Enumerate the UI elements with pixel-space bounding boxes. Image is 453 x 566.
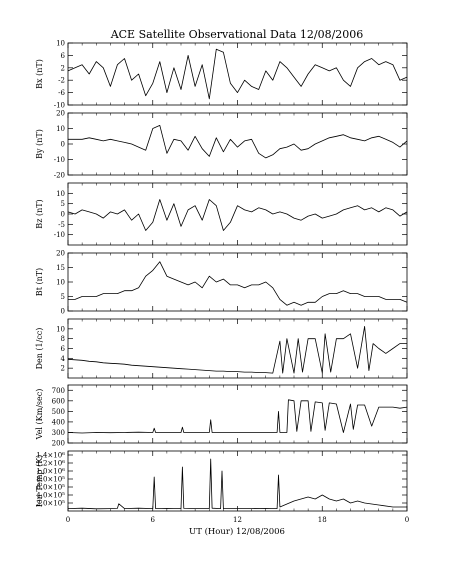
x-tick-label: 0 xyxy=(66,516,70,524)
y-tick-label: 0 xyxy=(61,211,65,219)
y-tick-label: 500 xyxy=(52,408,65,416)
panel-2: -20 -10 0 10 20 By (nT) xyxy=(35,110,408,180)
x-tick-label: 18 xyxy=(318,516,327,524)
series-line xyxy=(67,458,407,510)
y-tick-label: 700 xyxy=(52,387,65,395)
y-tick-label: 5 xyxy=(61,200,65,208)
y-tick-label: 2.0×10⁵ xyxy=(36,500,65,508)
y-tick-label: 400 xyxy=(52,418,65,426)
y-tick-label: 6.0×10⁵ xyxy=(36,484,65,492)
panel-frame xyxy=(67,182,408,246)
y-tick-label: -10 xyxy=(54,102,65,110)
y-axis-label: Vel (Km/sec) xyxy=(35,389,44,441)
y-tick-label: 4 xyxy=(61,355,66,363)
series-line xyxy=(67,199,408,231)
panel-3: -10 -5 0 5 10 Bz (nT) xyxy=(35,182,408,246)
y-axis-label: Bz (nT) xyxy=(35,199,44,228)
y-tick-label: 1.4×10⁶ xyxy=(36,452,65,460)
y-tick-label: 20 xyxy=(56,250,65,258)
y-axis-label: Ion Temp (K) xyxy=(35,455,44,508)
panel-frame xyxy=(67,318,408,379)
panel-1: -10 -6 -2 2 6 10 Bx (nT) xyxy=(35,40,408,110)
panel-frame xyxy=(67,42,408,106)
y-tick-label: -2 xyxy=(58,77,65,85)
y-tick-label: 10 xyxy=(56,279,65,287)
y-tick-label: 2 xyxy=(61,365,65,373)
series-line xyxy=(68,125,408,159)
series-line xyxy=(67,48,408,100)
y-tick-label: 15 xyxy=(56,264,65,272)
panel-frame xyxy=(67,450,408,512)
y-axis-label: Bx (nT) xyxy=(35,59,44,89)
y-tick-label: 1.0×10⁶ xyxy=(36,468,65,476)
panel-frame xyxy=(67,252,408,312)
panel-4: 0 5 10 15 20 Bt (nT) xyxy=(35,250,408,316)
y-tick-label: 10 xyxy=(56,190,65,198)
y-tick-label: 10 xyxy=(56,40,65,48)
y-tick-label: -20 xyxy=(54,172,65,180)
series-line xyxy=(67,399,408,434)
y-tick-label: 600 xyxy=(52,397,65,405)
y-tick-label: -10 xyxy=(54,156,65,164)
y-tick-label: 1.2×10⁶ xyxy=(36,460,65,468)
y-tick-label: 300 xyxy=(52,429,65,437)
y-tick-label: 2 xyxy=(61,64,65,72)
y-axis-label: Den (1/cc) xyxy=(35,328,44,370)
panel-frame xyxy=(67,112,408,176)
chart-title: ACE Satellite Observational Data 12/08/2… xyxy=(110,28,364,41)
x-tick-label: 12 xyxy=(233,516,242,524)
series-line xyxy=(68,261,408,306)
y-axis-label: Bt (nT) xyxy=(35,268,44,296)
y-tick-label: 10 xyxy=(56,125,65,133)
x-axis-label: UT (Hour) 12/08/2006 xyxy=(189,526,285,537)
y-tick-label: 8.0×10⁵ xyxy=(36,476,65,484)
y-tick-label: -5 xyxy=(58,221,65,229)
y-tick-label: 6 xyxy=(61,345,66,353)
y-tick-label: 4.0×10⁵ xyxy=(36,492,65,500)
panel-5: 2 4 6 8 10 Den (1/cc) xyxy=(35,318,408,379)
y-tick-label: 8 xyxy=(61,335,65,343)
y-axis-label: By (nT) xyxy=(35,129,44,159)
series-line xyxy=(67,325,407,374)
y-tick-label: 0 xyxy=(61,141,65,149)
panel-6: 200 300 400 500 600 700 Vel (Km/sec) xyxy=(35,384,408,448)
y-tick-label: 0 xyxy=(61,308,65,316)
y-tick-label: 200 xyxy=(52,440,65,448)
y-tick-label: 10 xyxy=(56,325,65,333)
y-tick-label: 5 xyxy=(61,293,65,301)
y-tick-label: 6 xyxy=(61,52,66,60)
x-axis-ticks: 0 6 12 18 0 xyxy=(66,516,409,524)
x-tick-label: 6 xyxy=(151,516,156,524)
panel-7: 2.0×10⁵4.0×10⁵6.0×10⁵8.0×10⁵1.0×10⁶1.2×1… xyxy=(35,450,408,512)
x-tick-label: 0 xyxy=(405,516,409,524)
y-tick-label: -10 xyxy=(54,231,65,239)
y-tick-label: 20 xyxy=(56,110,65,118)
y-tick-label: -6 xyxy=(58,89,65,97)
